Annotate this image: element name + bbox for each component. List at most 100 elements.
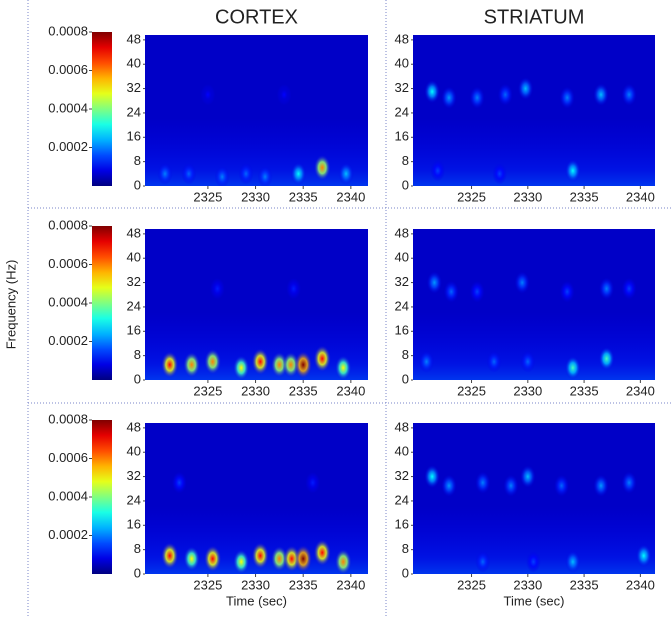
power-spot xyxy=(424,80,440,104)
power-spot xyxy=(565,159,581,183)
power-spot xyxy=(621,83,637,106)
x-tick-label: 2330 xyxy=(513,189,542,204)
x-tick-label: 2325 xyxy=(193,577,222,592)
power-spot xyxy=(469,280,485,303)
power-spot xyxy=(203,545,222,573)
power-spot xyxy=(565,550,581,574)
x-tick-label: 2335 xyxy=(289,383,318,398)
power-spot xyxy=(424,465,440,489)
haze xyxy=(413,118,655,186)
y-tick-label: 48 xyxy=(395,225,409,240)
power-spot xyxy=(214,165,230,186)
power-spot xyxy=(270,545,288,572)
power-spot xyxy=(599,277,615,300)
power-spot xyxy=(238,162,254,185)
x-axis-label: Time (sec) xyxy=(226,593,287,608)
power-spot xyxy=(233,549,250,574)
power-spot xyxy=(157,162,173,185)
y-tick-label: 16 xyxy=(395,517,409,532)
colorbar xyxy=(92,226,112,380)
power-spot xyxy=(294,544,313,573)
power-spot xyxy=(257,165,273,186)
spectrogram xyxy=(145,423,368,574)
power-spot xyxy=(251,542,270,570)
y-tick-label: 48 xyxy=(127,419,141,434)
y-tick-label: 32 xyxy=(127,468,141,483)
y-tick-label: 0 xyxy=(134,177,141,192)
y-tick-label: 40 xyxy=(127,250,141,265)
power-spot xyxy=(181,162,197,185)
power-spot xyxy=(430,160,446,182)
colorbar xyxy=(92,420,112,574)
y-tick-label: 24 xyxy=(395,104,409,119)
power-spot xyxy=(469,86,485,109)
power-spot xyxy=(517,77,534,100)
y-tick-label: 0 xyxy=(402,177,409,192)
y-axis-label: Frequency (Hz) xyxy=(3,260,18,350)
x-tick-label: 2325 xyxy=(193,383,222,398)
power-spot xyxy=(441,474,457,497)
y-tick-label: 16 xyxy=(395,323,409,338)
x-tick-label: 2335 xyxy=(570,189,599,204)
colorbar xyxy=(92,32,112,186)
y-tick-label: 0 xyxy=(134,371,141,386)
x-tick-label: 2325 xyxy=(457,189,486,204)
power-spot xyxy=(286,278,301,300)
power-spot xyxy=(161,351,179,379)
power-spot xyxy=(621,471,637,494)
power-spot xyxy=(210,278,225,300)
colorbar-tick-label: 0.0004 xyxy=(48,488,88,503)
y-tick-label: 40 xyxy=(395,250,409,265)
power-spot xyxy=(503,474,519,497)
colorbar-tick-label: 0.0002 xyxy=(48,527,88,542)
power-spot xyxy=(419,350,435,373)
power-spot xyxy=(598,346,615,371)
y-tick-label: 16 xyxy=(127,129,141,144)
column-title: CORTEX xyxy=(215,6,298,28)
haze xyxy=(145,118,368,186)
x-tick-label: 2325 xyxy=(457,383,486,398)
power-spot xyxy=(204,348,222,375)
y-tick-label: 24 xyxy=(127,492,141,507)
power-spot xyxy=(282,351,300,378)
x-tick-label: 2340 xyxy=(626,577,655,592)
y-tick-label: 40 xyxy=(127,444,141,459)
power-spot xyxy=(526,551,541,573)
spectrogram xyxy=(413,229,655,380)
colorbar-tick-label: 0.0006 xyxy=(48,450,88,465)
y-tick-label: 24 xyxy=(127,298,141,313)
y-tick-label: 24 xyxy=(395,298,409,313)
power-spot xyxy=(313,539,332,567)
y-tick-label: 0 xyxy=(402,371,409,386)
colorbar-tick-label: 0.0006 xyxy=(48,256,88,271)
power-spot xyxy=(554,474,570,497)
y-tick-label: 40 xyxy=(395,56,409,71)
power-spot xyxy=(305,472,321,494)
x-tick-label: 2330 xyxy=(241,577,270,592)
colorbar-tick-label: 0.0004 xyxy=(48,294,88,309)
y-tick-label: 48 xyxy=(395,31,409,46)
y-tick-label: 48 xyxy=(127,31,141,46)
power-spot xyxy=(559,280,575,303)
colorbar-tick-label: 0.0008 xyxy=(48,217,88,232)
y-tick-label: 48 xyxy=(395,419,409,434)
power-spot xyxy=(621,277,637,300)
x-tick-label: 2330 xyxy=(241,189,270,204)
y-tick-label: 24 xyxy=(127,104,141,119)
power-spot xyxy=(200,84,216,106)
spectrogram xyxy=(145,229,368,380)
power-spot xyxy=(313,345,332,373)
colorbar-tick-label: 0.0006 xyxy=(48,62,88,77)
colorbar-tick-label: 0.0002 xyxy=(48,333,88,348)
x-tick-label: 2340 xyxy=(336,383,365,398)
power-spot xyxy=(334,548,352,574)
power-spot xyxy=(338,162,354,186)
x-tick-label: 2330 xyxy=(513,577,542,592)
spectrogram xyxy=(413,423,655,574)
x-tick-label: 2335 xyxy=(570,577,599,592)
x-tick-label: 2340 xyxy=(336,577,365,592)
y-tick-label: 16 xyxy=(127,323,141,338)
power-spot xyxy=(276,84,292,106)
power-spot xyxy=(251,348,270,376)
